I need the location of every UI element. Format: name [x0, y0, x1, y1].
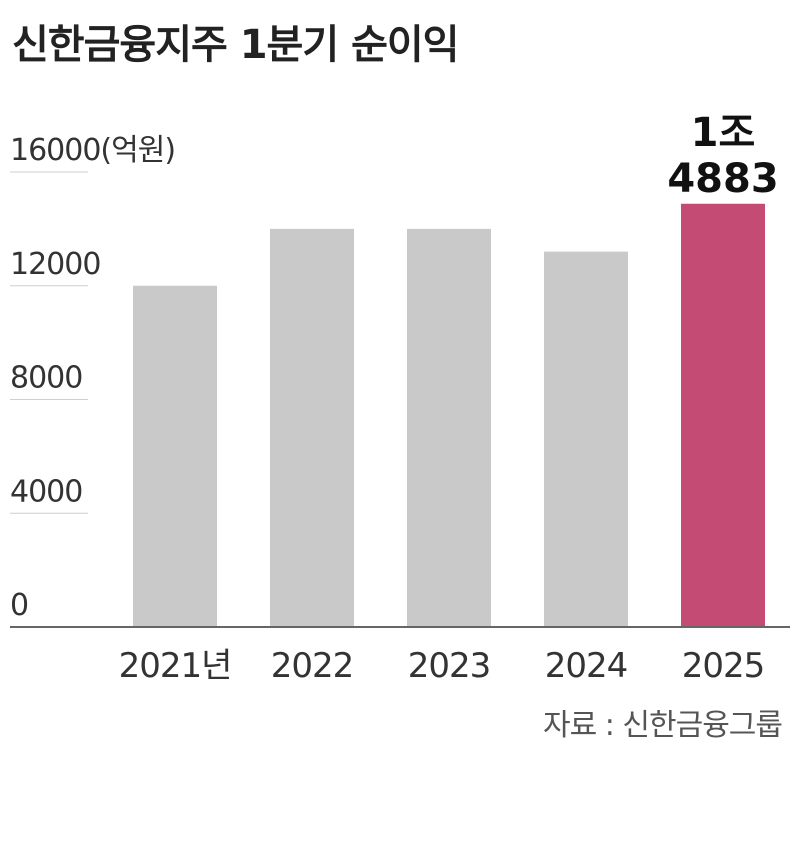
source-note: 자료 : 신한금융그룹	[543, 708, 783, 743]
highlight-label-line: 1조	[691, 110, 756, 156]
gridlines	[10, 171, 88, 514]
bars	[133, 203, 765, 627]
x-tick-label: 2024	[545, 646, 628, 686]
y-tick-label: 8000	[10, 361, 82, 396]
bar-4	[681, 203, 765, 627]
chart-title: 신한금융지주 1분기 순이익	[12, 22, 459, 68]
highlight-label-line: 4883	[667, 156, 778, 202]
x-tick-label: 2021년	[119, 646, 232, 686]
y-axis-ticks: 16000(억원) 12000 8000 4000 0	[10, 133, 176, 623]
bar-2	[407, 228, 491, 627]
y-tick-label: 4000	[10, 474, 82, 509]
x-axis-ticks: 2021년 2022 2023 2024 2025	[119, 646, 766, 686]
x-tick-label: 2022	[271, 646, 354, 686]
bar-1	[270, 228, 354, 627]
y-tick-label: 12000	[10, 247, 100, 282]
y-tick-label: 0	[10, 588, 28, 623]
x-tick-label: 2023	[408, 646, 491, 686]
bar-3	[544, 251, 628, 627]
bar-0	[133, 285, 217, 627]
x-tick-label: 2025	[682, 646, 765, 686]
y-tick-label: 16000(억원)	[10, 133, 175, 168]
